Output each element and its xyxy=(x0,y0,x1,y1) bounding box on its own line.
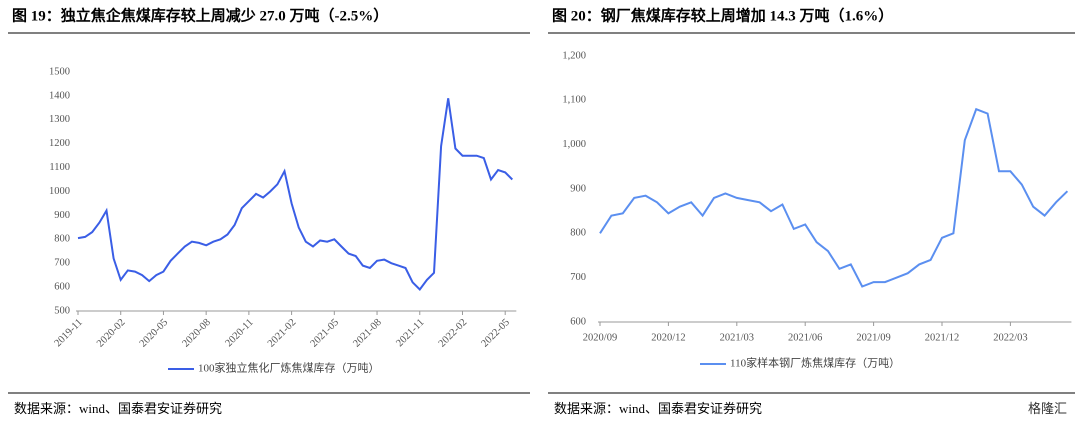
x-tick-label: 2021/03 xyxy=(720,332,754,343)
x-tick-label: 2020-05 xyxy=(138,317,171,350)
x-tick-label: 2022-05 xyxy=(479,317,512,350)
x-tick-label: 2020-11 xyxy=(223,317,255,349)
y-tick-label: 1400 xyxy=(49,90,70,101)
y-tick-label: 700 xyxy=(570,272,586,283)
x-tick-label: 2020/09 xyxy=(583,332,617,343)
x-tick-label: 2020/12 xyxy=(651,332,685,343)
y-tick-label: 1,100 xyxy=(562,95,586,106)
y-tick-label: 500 xyxy=(54,305,70,316)
x-tick-label: 2022/03 xyxy=(993,332,1027,343)
x-tick-label: 2021/12 xyxy=(925,332,959,343)
x-tick-label: 2022-02 xyxy=(437,317,470,350)
x-tick-label: 2021-02 xyxy=(266,317,299,350)
y-tick-label: 600 xyxy=(570,316,586,327)
x-tick-label: 2020-02 xyxy=(95,317,128,350)
y-tick-label: 1,000 xyxy=(562,139,586,150)
x-tick-label: 2021-08 xyxy=(351,317,384,350)
legend-label: 110家样本钢厂炼焦煤库存（万吨） xyxy=(730,356,900,370)
x-tick-label: 2019-11 xyxy=(53,317,85,349)
watermark: 格隆汇 xyxy=(1028,401,1067,416)
source: 数据来源：wind、国泰君安证券研究 xyxy=(554,401,762,416)
y-tick-label: 900 xyxy=(54,210,70,221)
chart-title: 图 20：钢厂焦煤库存较上周增加 14.3 万吨（1.6%） xyxy=(552,6,893,24)
y-tick-label: 800 xyxy=(570,228,586,239)
y-tick-label: 1,200 xyxy=(562,50,586,61)
y-tick-label: 1300 xyxy=(49,114,70,125)
legend-label: 100家独立焦化厂炼焦煤库存（万吨） xyxy=(198,361,380,375)
x-tick-label: 2020-08 xyxy=(180,317,213,350)
y-tick-label: 700 xyxy=(54,258,70,269)
y-tick-label: 1200 xyxy=(49,138,70,149)
x-tick-label: 2021/06 xyxy=(788,332,822,343)
y-tick-label: 1500 xyxy=(49,66,70,77)
x-tick-label: 2021-11 xyxy=(394,317,426,349)
series-line xyxy=(599,107,1069,288)
y-tick-label: 900 xyxy=(570,183,586,194)
source: 数据来源：wind、国泰君安证券研究 xyxy=(14,401,222,416)
x-tick-label: 2021-05 xyxy=(309,317,342,350)
y-tick-label: 1100 xyxy=(49,162,70,173)
series-line xyxy=(77,98,514,292)
y-tick-label: 600 xyxy=(54,282,70,293)
chart-title: 图 19：独立焦企焦煤库存较上周减少 27.0 万吨（-2.5%） xyxy=(12,6,388,24)
x-tick-label: 2021/09 xyxy=(856,332,890,343)
y-tick-label: 800 xyxy=(54,234,70,245)
y-tick-label: 1000 xyxy=(49,186,70,197)
